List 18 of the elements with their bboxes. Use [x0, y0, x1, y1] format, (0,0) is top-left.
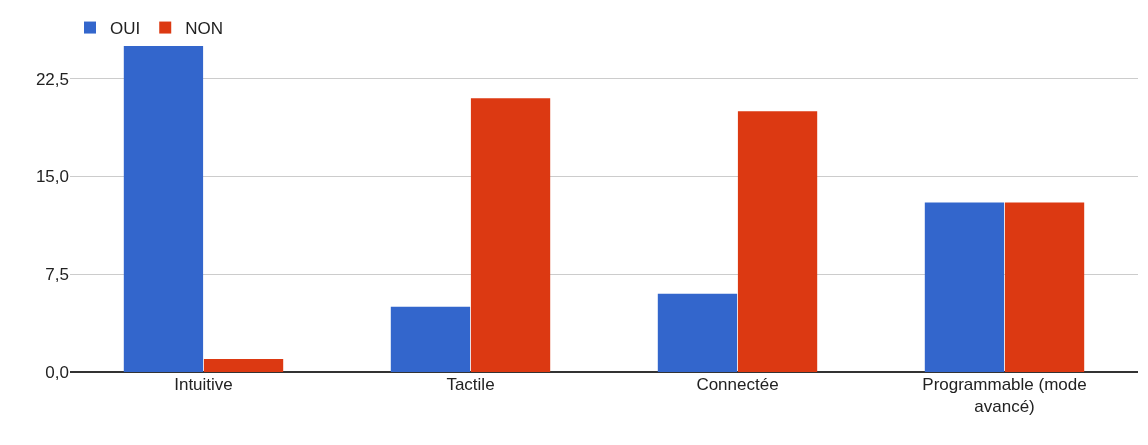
bar: [657, 293, 738, 372]
x-tick-label: Tactile: [446, 375, 495, 394]
bar: [1004, 202, 1085, 372]
legend-label: NON: [185, 19, 224, 39]
bar: [390, 306, 471, 372]
y-tick-label: 15,0: [35, 167, 69, 187]
bar: [123, 46, 204, 372]
x-tick-label: Intuitive: [174, 375, 233, 394]
bar: [470, 98, 551, 372]
y-tick-label: 7,5: [45, 265, 69, 285]
legend-label: OUI: [110, 19, 141, 39]
x-tick-label: Programmable (mode avancé): [922, 375, 1087, 417]
bar: [203, 358, 284, 372]
y-tick-label: 22,5: [35, 69, 69, 89]
bar: [737, 111, 818, 372]
x-tick-label: Connectée: [696, 375, 779, 394]
y-tick-label: 0,0: [45, 362, 69, 382]
bar: [924, 202, 1005, 372]
